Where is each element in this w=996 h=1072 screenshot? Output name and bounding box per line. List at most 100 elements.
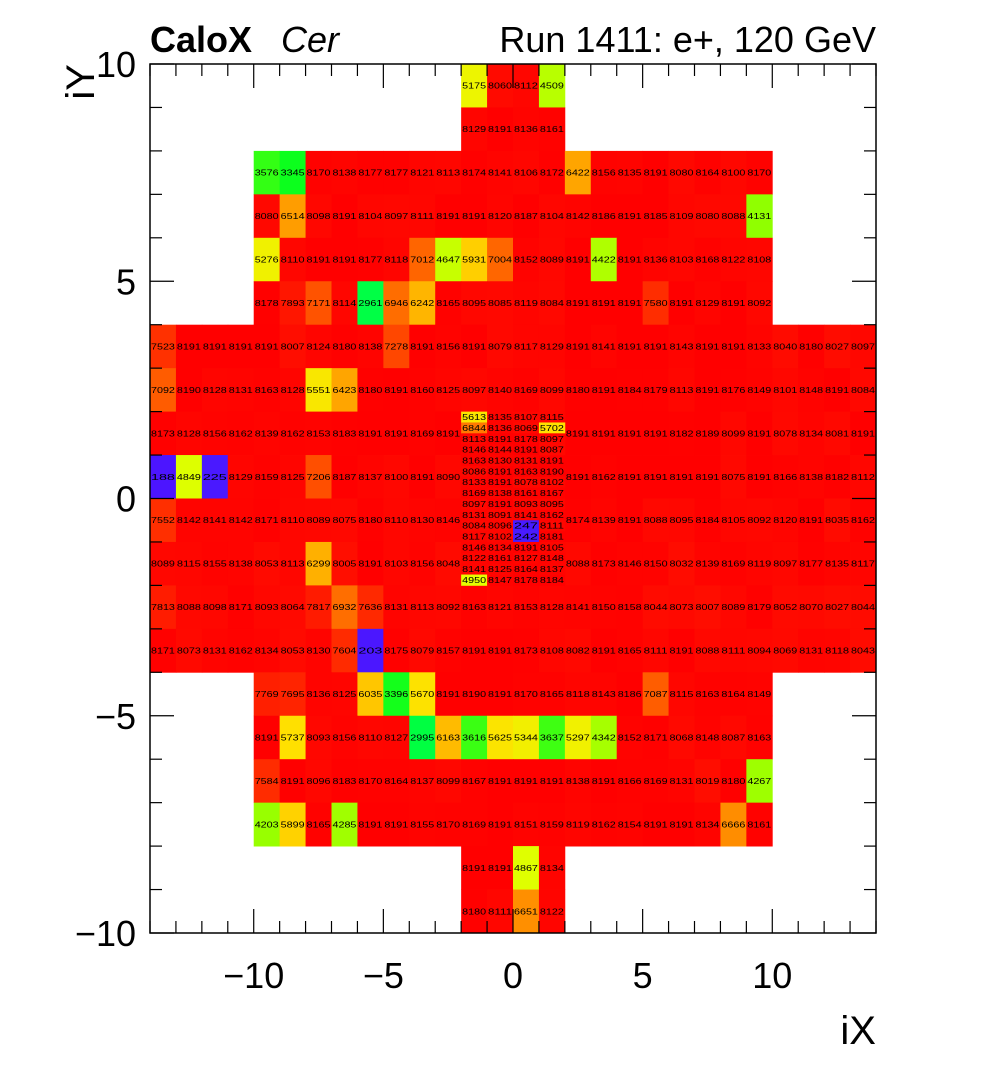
cell-value-label: 8080: [255, 212, 280, 221]
cell-value-label: 8152: [618, 733, 643, 742]
cell-value-label: 8097: [540, 435, 565, 444]
cell-value-label: 8101: [773, 386, 798, 395]
cell-value-label: 8187: [514, 212, 539, 221]
heatmap-cell: [435, 585, 462, 630]
heatmap-cell: [564, 194, 592, 239]
cell-value-label: 8154: [618, 820, 643, 829]
heatmap-cell: [383, 715, 410, 760]
heatmap-cell: [538, 520, 566, 532]
cell-value-label: 7813: [151, 603, 176, 612]
cell-value-label: 8060: [488, 82, 513, 91]
heatmap-cell: [513, 465, 540, 478]
cell-value-label: 8043: [851, 647, 876, 656]
cell-value-label: 8121: [410, 169, 435, 178]
heatmap-cell: [461, 889, 488, 934]
cell-value-label: 8183: [332, 429, 357, 438]
cell-value-label: 8183: [332, 777, 357, 786]
cell-value-label: 8171: [644, 733, 669, 742]
cell-value-label: 8191: [721, 342, 746, 351]
heatmap-cell: [513, 455, 540, 467]
heatmap-cell: [616, 759, 644, 804]
heatmap-cell: [616, 150, 644, 195]
cell-value-label: 8111: [488, 907, 513, 916]
heatmap-cell: [253, 715, 281, 760]
heatmap-cell: [357, 368, 384, 412]
heatmap-cell: [538, 107, 566, 152]
heatmap-cell: [409, 759, 436, 804]
cell-value-label: 8191: [644, 820, 669, 829]
heatmap-cell: [798, 411, 825, 456]
cell-value-label: 8191: [462, 864, 487, 873]
cell-value-label: 8191: [488, 478, 513, 487]
heatmap-cell: [253, 759, 281, 804]
heatmap-cell: [850, 368, 877, 412]
cell-value-label: 8131: [384, 603, 409, 612]
cell-value-label: 8111: [721, 647, 746, 656]
cell-value-label: 8185: [644, 212, 669, 221]
heatmap-cell: [487, 150, 514, 195]
cell-value-label: 8191: [488, 820, 513, 829]
heatmap-cell: [564, 368, 592, 412]
cell-value-label: 8032: [670, 560, 695, 569]
heatmap-cell: [487, 498, 514, 510]
cell-value-label: 8129: [229, 473, 254, 482]
cell-value-label: 8104: [358, 212, 383, 221]
x-tick-label: 10: [752, 955, 792, 996]
cell-value-label: 5551: [307, 386, 332, 395]
cell-value-label: 7552: [151, 516, 176, 525]
heatmap-cell: [538, 759, 566, 804]
cell-value-label: 8103: [670, 256, 695, 265]
y-tick-label: 10: [96, 44, 136, 85]
cell-value-label: 8122: [462, 554, 487, 563]
heatmap-cell: [694, 194, 721, 239]
cell-value-label: 8134: [488, 543, 513, 552]
cell-value-label: 8191: [514, 446, 539, 455]
cell-value-label: 8169: [462, 489, 487, 498]
cell-value-label: 3576: [255, 169, 280, 178]
heatmap-cell: [694, 281, 721, 326]
heatmap-cell: [201, 585, 229, 630]
cell-value-label: 8127: [384, 733, 409, 742]
cell-value-label: 203: [358, 647, 383, 656]
cell-value-label: 8102: [488, 533, 513, 542]
cell-value-label: 6242: [410, 299, 435, 308]
heatmap-cell: [305, 455, 332, 499]
cell-value-label: 8169: [410, 429, 435, 438]
cell-value-label: 8191: [358, 429, 383, 438]
heatmap-cell: [642, 455, 669, 499]
cell-value-label: 8191: [540, 456, 565, 465]
heatmap-cell: [175, 411, 203, 456]
cell-value-label: 8075: [332, 516, 357, 525]
cell-value-label: 8144: [488, 446, 513, 455]
cell-value-label: 2995: [410, 733, 435, 742]
heatmap-cell: [824, 628, 851, 673]
cell-value-label: 8107: [514, 413, 539, 422]
heatmap-cell: [538, 846, 566, 890]
heatmap-cell: [772, 368, 799, 412]
heatmap-cell: [409, 281, 436, 326]
cell-value-label: 8191: [177, 342, 202, 351]
cell-value-label: 8189: [695, 429, 720, 438]
heatmap-cell: [305, 628, 332, 673]
cell-value-label: 8099: [436, 777, 461, 786]
heatmap-cell: [487, 531, 514, 543]
heatmap-cell: [538, 487, 566, 499]
cell-value-label: 8191: [488, 777, 513, 786]
heatmap-cell: [720, 672, 747, 717]
cell-value-label: 8093: [307, 733, 332, 742]
cell-value-label: 8106: [514, 169, 539, 178]
cell-value-label: 8134: [695, 820, 720, 829]
heatmap-cell: [305, 368, 332, 412]
heatmap-cell: [616, 237, 644, 282]
heatmap-cell: [668, 628, 695, 673]
heatmap-cell: [513, 672, 540, 717]
heatmap-cell: [564, 585, 592, 630]
cell-value-label: 8165: [618, 647, 643, 656]
heatmap-cell: [253, 324, 281, 369]
cell-value-label: 8142: [177, 516, 202, 525]
heatmap-cell: [331, 585, 358, 630]
heatmap-cell: [538, 150, 566, 195]
heatmap-cell: [590, 628, 618, 673]
cell-value-label: 8191: [566, 473, 591, 482]
cell-value-label: 8121: [488, 603, 513, 612]
